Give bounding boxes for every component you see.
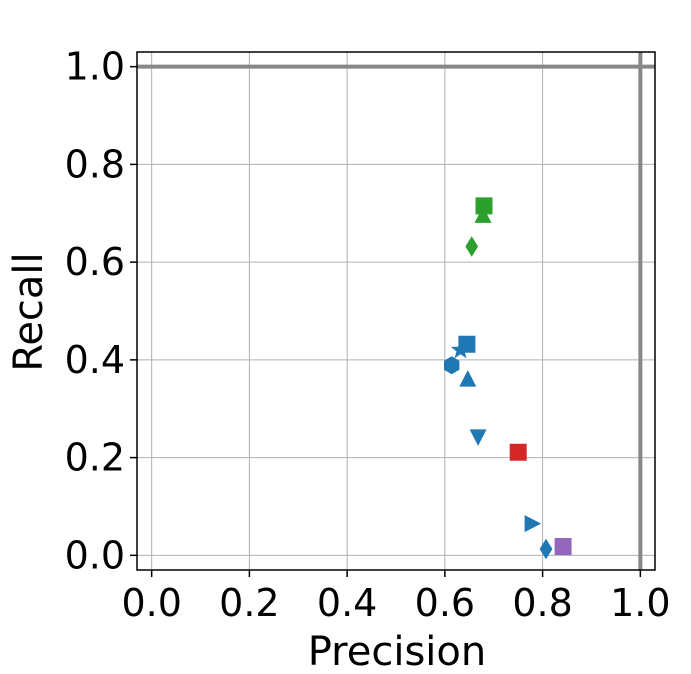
y-tick-label: 0.8 xyxy=(65,142,125,186)
data-point-square xyxy=(554,538,572,555)
data-point-diamond xyxy=(539,538,553,560)
axis-ticks: 0.0 0.2 0.4 0.6 0.8 1.0 0.0 0.2 0.4 0.6 0.8 1.0 xyxy=(65,45,671,625)
y-tick-label: 0.6 xyxy=(65,240,125,284)
y-tick-label: 0.2 xyxy=(65,436,125,480)
data-point-triangle-up xyxy=(474,206,492,223)
reference-lines xyxy=(137,52,655,570)
y-tick-label: 0.4 xyxy=(65,338,125,382)
grid-lines xyxy=(137,52,655,570)
x-axis-title: Precision xyxy=(308,629,486,674)
plot-frame xyxy=(136,51,656,571)
x-tick-label: 0.4 xyxy=(317,581,377,625)
data-point-square xyxy=(509,443,527,461)
x-tick-label: 1.0 xyxy=(610,581,670,625)
x-tick-label: 0.6 xyxy=(415,581,475,625)
data-point-triangle-right xyxy=(524,515,542,533)
x-tick-label: 0.8 xyxy=(512,581,572,625)
data-point-star xyxy=(450,339,471,359)
y-tick-label: 0.0 xyxy=(65,533,125,577)
y-tick-label: 1.0 xyxy=(65,45,125,89)
data-point-triangle-down xyxy=(469,429,487,446)
data-point-diamond xyxy=(465,236,479,257)
data-point-hexagon xyxy=(444,356,460,375)
x-tick-label: 0.2 xyxy=(219,581,279,625)
x-tick-label: 0.0 xyxy=(121,581,181,625)
data-point-triangle-up xyxy=(459,370,477,387)
data-point-square xyxy=(475,197,493,215)
data-points xyxy=(444,197,572,560)
y-axis-title: Recall xyxy=(6,252,52,371)
